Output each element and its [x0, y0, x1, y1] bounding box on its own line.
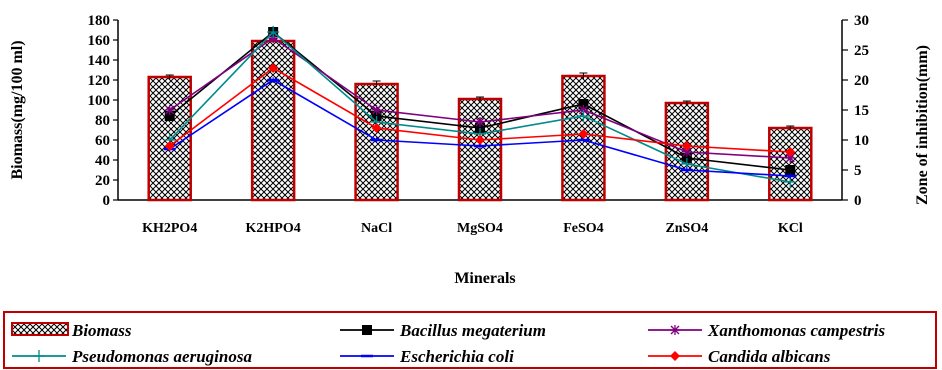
y-tick-label: 20: [95, 173, 110, 189]
y-axis-title: Biomass(mg/100 ml): [9, 40, 26, 179]
y-tick-label: 40: [95, 153, 110, 169]
category-label: KCl: [778, 221, 803, 236]
category-label: MgSO4: [457, 221, 503, 236]
legend-entry: Escherichia coli: [340, 347, 514, 366]
series-marker: [785, 153, 796, 163]
legend-entry: Biomass: [11, 321, 132, 340]
y2-tick-label: 25: [854, 43, 869, 59]
y2-tick-label: 15: [854, 103, 869, 119]
y2-tick-label: 10: [854, 133, 869, 149]
legend-entry: Pseudomonas aeruginosa: [12, 347, 252, 366]
line-series-candida-albicans: [164, 63, 796, 157]
y-tick-label: 140: [88, 53, 111, 69]
biomass-bar: [768, 126, 813, 202]
x-axis-title: Minerals: [454, 270, 515, 287]
line-series-pseudomonas-aeruginosa: [163, 26, 797, 188]
legend-label: Escherichia coli: [399, 347, 514, 366]
category-label: NaCl: [361, 221, 392, 236]
y2-tick-label: 0: [854, 193, 862, 209]
series-marker: [362, 325, 372, 335]
series-marker: [785, 147, 796, 157]
series-marker: [268, 63, 279, 73]
series-marker: [164, 141, 175, 151]
category-labels: KH2PO4 K2HPO4 NaCl MgSO4 FeSO4 ZnSO4 KCl: [142, 221, 803, 236]
series-marker: [267, 26, 280, 38]
legend-swatch: [11, 322, 69, 336]
series-marker: [164, 105, 175, 115]
series-marker: [670, 351, 680, 361]
y-tick-label: 180: [88, 13, 111, 29]
legend-frame: [3, 311, 937, 369]
category-label: KH2PO4: [142, 221, 197, 236]
y-tick-label: 80: [95, 113, 110, 129]
series-marker: [577, 110, 590, 122]
series-marker: [33, 350, 45, 362]
legend-entry: Bacillus megaterium: [340, 321, 546, 340]
category-label: K2HPO4: [246, 221, 301, 236]
y2-tick-label: 30: [854, 13, 869, 29]
y-tick-label: 60: [95, 133, 110, 149]
legend-entry: Candida albicans: [648, 347, 831, 366]
y-tick-label: 100: [88, 93, 111, 109]
series-marker: [475, 117, 485, 127]
y2-axis-title: Zone of inhibition(mm): [914, 45, 931, 205]
y2-tick-label: 20: [854, 73, 869, 89]
series-marker: [371, 123, 382, 133]
series-marker: [475, 135, 485, 145]
y2-tick-label: 5: [854, 163, 862, 179]
y-tick-label: 160: [88, 33, 111, 49]
legend-label: Candida albicans: [708, 347, 831, 366]
legend-label: Pseudomonas aeruginosa: [71, 347, 252, 366]
right-axis-ticks: 0 5 10 15 20 25 30: [842, 13, 869, 209]
legend-label: Biomass: [71, 321, 132, 340]
category-label: FeSO4: [563, 221, 603, 236]
series-marker: [670, 325, 680, 335]
series-marker: [164, 111, 175, 121]
category-label: ZnSO4: [665, 221, 708, 236]
series-marker: [681, 141, 692, 151]
legend: Biomass Bacillus megaterium Xanthomonas ca…: [3, 311, 937, 369]
legend-label: Xanthomonas campestris: [707, 321, 886, 340]
y-tick-label: 0: [103, 193, 111, 209]
series-marker: [578, 129, 589, 139]
series-marker: [578, 99, 589, 109]
legend-entry: Xanthomonas campestris: [648, 321, 886, 340]
left-axis-ticks: 0 20 40 60 80 100 120 140 160 180: [88, 13, 118, 209]
inhibition-lines: [163, 26, 797, 188]
series-marker: [371, 105, 382, 115]
biomass-bar: [457, 97, 503, 202]
series-marker: [785, 165, 796, 175]
y-tick-label: 120: [88, 73, 111, 89]
legend-label: Bacillus megaterium: [399, 321, 546, 340]
series-marker: [681, 147, 692, 157]
